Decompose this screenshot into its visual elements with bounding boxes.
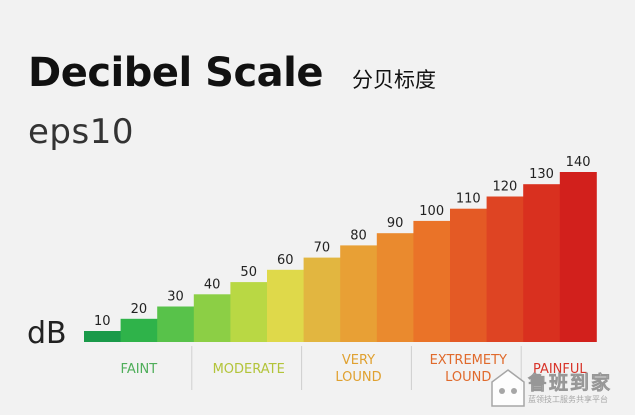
- watermark-subtext: 蓝领技工服务共享平台: [528, 395, 608, 404]
- group-label: PAINFUL: [533, 362, 587, 377]
- chart-title: Decibel Scale: [28, 50, 324, 96]
- bar-10: [84, 331, 121, 342]
- group-label: VERY: [342, 353, 375, 368]
- bar-60: [267, 269, 304, 342]
- bar-50: [230, 282, 268, 342]
- group-label: FAINT: [121, 362, 158, 377]
- group-label: MODERATE: [213, 362, 285, 377]
- bar-110: [450, 208, 487, 342]
- watermark-logo: 鲁班到家 蓝领技工服务共享平台: [488, 366, 635, 414]
- bar-value-label: 80: [350, 228, 367, 243]
- bar-20: [120, 318, 158, 342]
- bar-value-label: 10: [94, 314, 111, 329]
- y-axis-label: dB: [27, 316, 67, 351]
- bar-value-label: 70: [314, 241, 331, 256]
- bar-130: [523, 184, 561, 342]
- bar-value-label: 20: [131, 302, 148, 317]
- chart-subtitle: eps10: [28, 112, 134, 152]
- watermark-text: 鲁班到家: [528, 372, 613, 395]
- bar-value-label: 50: [240, 265, 257, 280]
- bar-value-label: 40: [204, 277, 221, 292]
- bar-40: [193, 294, 231, 342]
- bar-value-label: 120: [492, 180, 517, 195]
- bar-90: [376, 233, 414, 342]
- chart-title-chinese: 分贝标度: [352, 68, 436, 92]
- bar-value-label: 110: [456, 192, 481, 207]
- bar-30: [157, 306, 195, 342]
- group-label: EXTREMETY: [430, 353, 507, 368]
- bar-100: [413, 220, 451, 342]
- group-label: LOUND: [445, 370, 491, 385]
- bar-value-label: 60: [277, 253, 294, 268]
- bar-value-label: 30: [167, 290, 184, 305]
- house-logo-icon: [491, 369, 525, 407]
- group-label: LOUND: [335, 370, 381, 385]
- bar-120: [486, 196, 524, 342]
- bar-value-label: 140: [566, 155, 591, 170]
- bar-140: [559, 172, 597, 342]
- bar-value-label: 130: [529, 167, 554, 182]
- bar-80: [340, 245, 378, 342]
- bar-70: [303, 257, 341, 342]
- bar-value-label: 90: [387, 216, 404, 231]
- bar-value-label: 100: [419, 204, 444, 219]
